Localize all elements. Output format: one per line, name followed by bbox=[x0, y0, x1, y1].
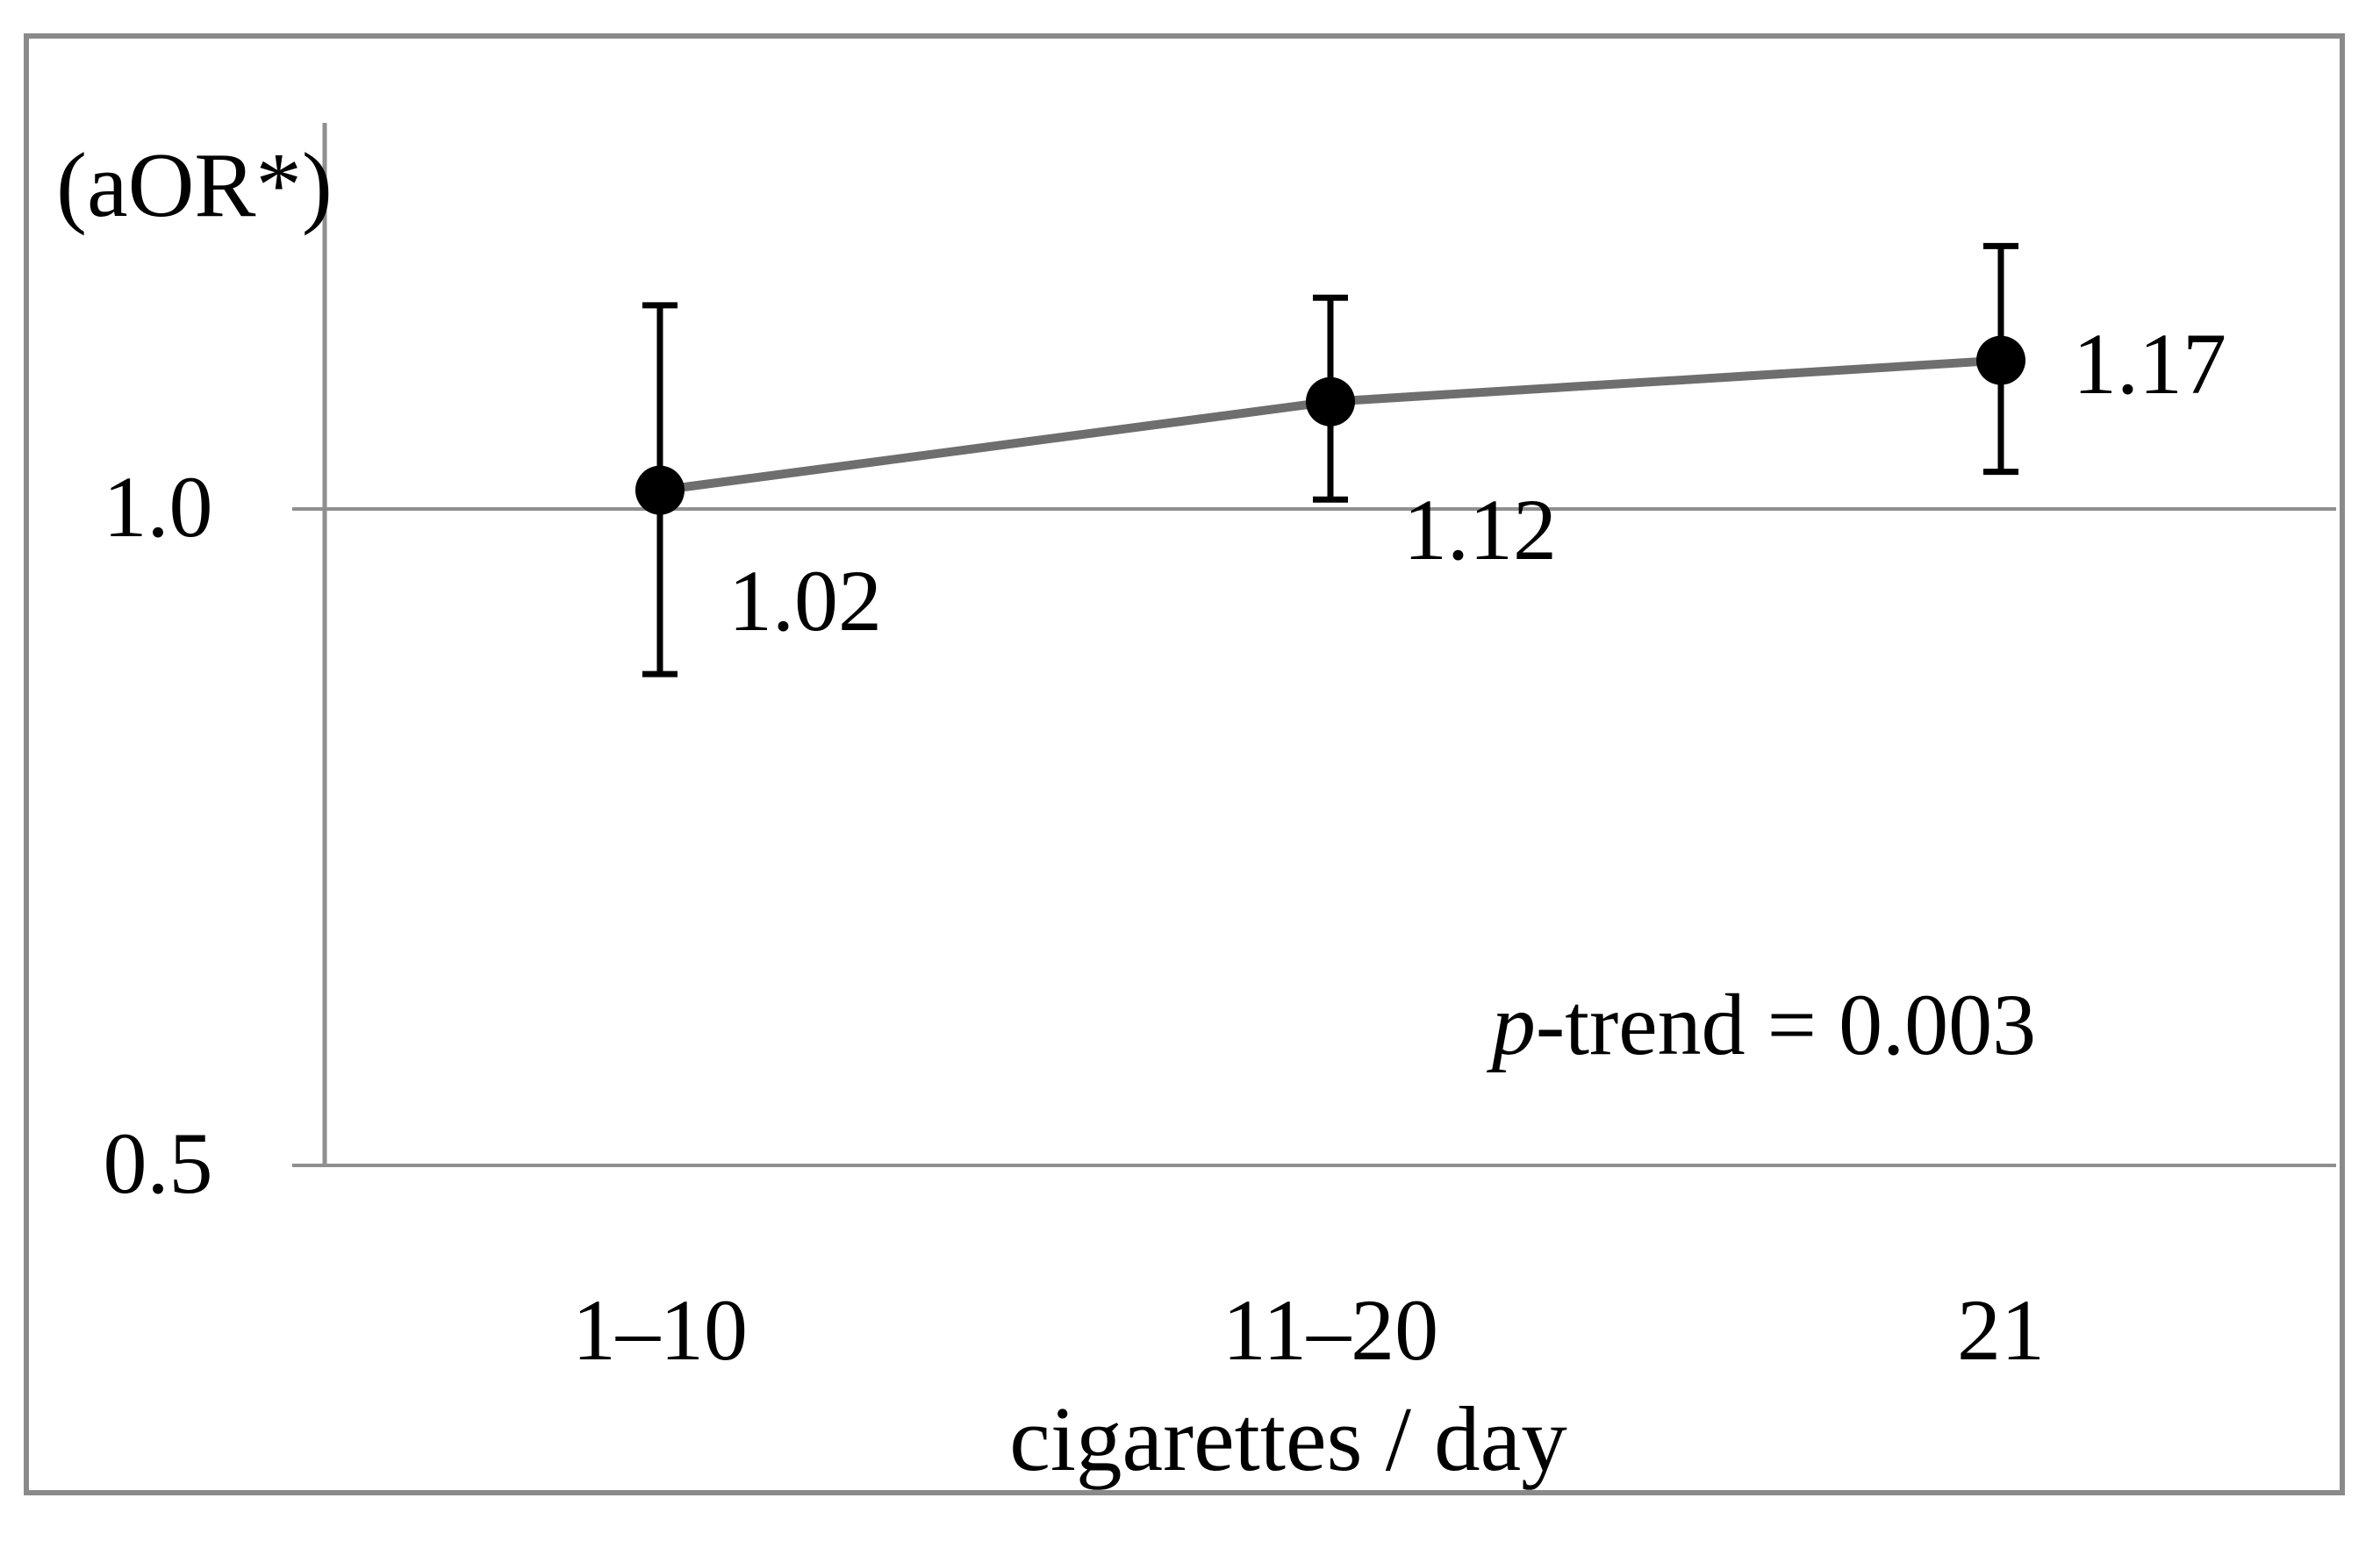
p-trend-italic-p: p bbox=[1491, 976, 1536, 1073]
data-point-marker bbox=[1306, 376, 1355, 426]
figure-frame bbox=[24, 33, 2345, 1495]
data-point-marker bbox=[1976, 335, 2025, 385]
data-point-label: 1.12 bbox=[1403, 480, 1557, 578]
data-point-marker bbox=[635, 465, 685, 515]
y-tick-label-0.5: 0.5 bbox=[103, 1115, 213, 1212]
x-tick-label: 11–20 bbox=[1222, 1281, 1439, 1379]
x-tick-label: 21 bbox=[1957, 1281, 2045, 1379]
y-tick-label-1.0: 1.0 bbox=[103, 458, 213, 555]
p-trend-text: -trend = 0.003 bbox=[1535, 976, 2037, 1073]
y-axis-unit-label: (aOR*) bbox=[56, 133, 333, 236]
data-point-label: 1.17 bbox=[2073, 314, 2226, 412]
data-point-label: 1.02 bbox=[728, 551, 882, 649]
p-trend-annotation: p-trend = 0.003 bbox=[1492, 981, 2036, 1069]
x-tick-label: 1–10 bbox=[572, 1281, 748, 1379]
x-axis-title: cigarettes / day bbox=[1009, 1387, 1567, 1490]
